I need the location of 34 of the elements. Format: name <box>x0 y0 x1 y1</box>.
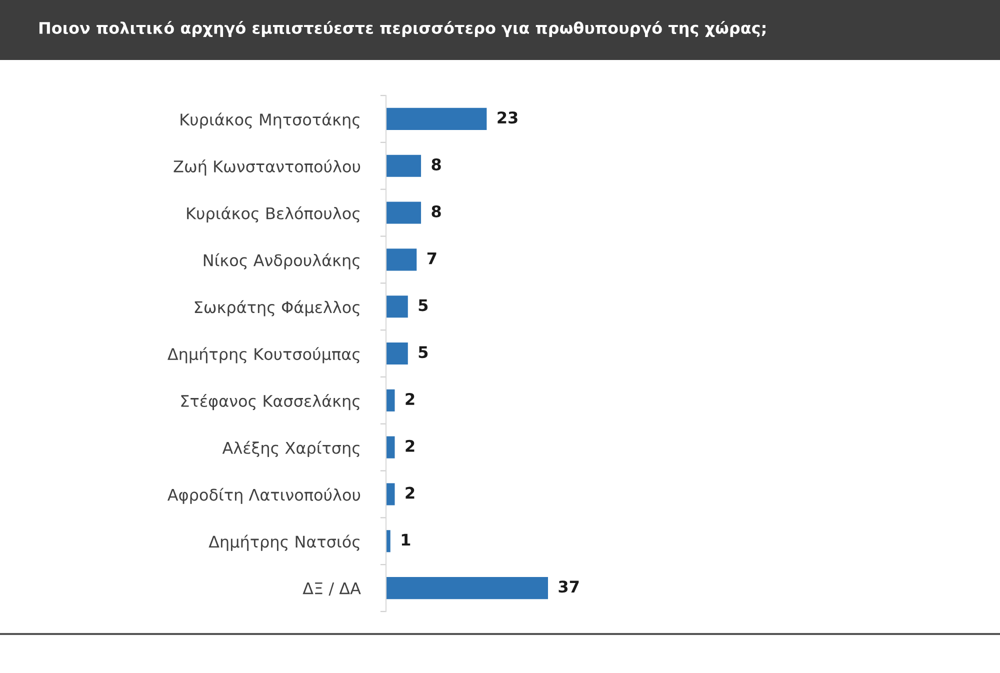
bar <box>386 530 390 552</box>
data-label: 2 <box>406 392 414 405</box>
data-label: 23 <box>498 112 518 124</box>
bar <box>386 389 395 412</box>
data-label: 5 <box>418 346 428 358</box>
data-label: 7 <box>427 252 436 264</box>
data-label: 2 <box>406 486 414 499</box>
bar <box>386 202 422 224</box>
data-label: 5 <box>418 299 428 312</box>
chart-title: Ποιον πολιτικό αρχηγό εμπιστεύεστε περισσότερο για πρωθυπουργό της χώρας; <box>39 20 766 38</box>
data-label: 8 <box>432 158 441 170</box>
data-label: 8 <box>432 205 441 218</box>
y-tick-label: Δημήτρης Νατσιός <box>208 534 360 551</box>
bar <box>386 248 417 271</box>
y-tick-label: ΔΞ / ΔΑ <box>302 582 361 596</box>
bar <box>386 108 487 130</box>
y-tick-label: Αφροδίτη Λατινοπούλου <box>167 488 360 504</box>
data-label: 1 <box>402 534 410 546</box>
y-tick-label: Νίκος Ανδρουλάκης <box>204 253 360 270</box>
y-tick-label: Κυριάκος Βελόπουλος <box>187 206 360 223</box>
bar <box>386 296 408 318</box>
data-label: 37 <box>558 580 579 593</box>
y-tick-label: Κυριάκος Μητσοτάκης <box>180 112 360 129</box>
y-tick-label: Δημήτρης Κουτσούμπας <box>168 347 360 364</box>
y-tick-label: Στέφανος Κασσελάκης <box>181 394 360 410</box>
bar <box>386 154 422 177</box>
bar <box>386 577 548 600</box>
data-label: 2 <box>406 440 414 452</box>
bar <box>386 436 395 458</box>
y-tick-label: Ζωή Κωνσταντοπούλου <box>174 159 360 176</box>
bar <box>386 342 408 365</box>
y-tick-label: Σωκράτης Φάμελλος <box>194 300 360 316</box>
y-tick-label: Αλέξης Χαρίτσης <box>222 440 360 458</box>
bar <box>386 483 395 506</box>
